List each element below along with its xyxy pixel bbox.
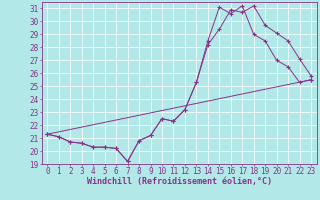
X-axis label: Windchill (Refroidissement éolien,°C): Windchill (Refroidissement éolien,°C) <box>87 177 272 186</box>
